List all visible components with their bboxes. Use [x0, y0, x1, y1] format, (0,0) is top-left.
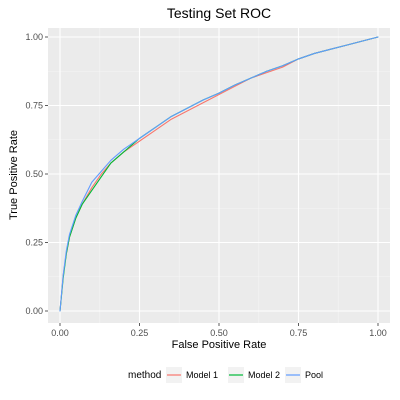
legend-label: Model 1 [186, 370, 218, 380]
legend-title: method [128, 370, 161, 381]
x-tick-label: 0.25 [131, 328, 149, 338]
x-tick-label: 0.75 [290, 328, 308, 338]
y-axis-title: True Positive Rate [8, 130, 20, 220]
y-tick-label: 0.50 [25, 169, 43, 179]
x-tick-label: 1.00 [369, 328, 387, 338]
chart-title: Testing Set ROC [167, 5, 271, 21]
y-tick-label: 0.25 [25, 238, 43, 248]
y-tick-label: 1.00 [25, 32, 43, 42]
x-tick-label: 0.50 [210, 328, 228, 338]
legend: method Model 1 Model 2 Pool [128, 367, 323, 383]
y-tick-label: 0.00 [25, 306, 43, 316]
x-tick-label: 0.00 [51, 328, 69, 338]
y-axis-ticks: 0.00 0.25 0.50 0.75 1.00 [25, 32, 48, 316]
x-axis-ticks: 0.00 0.25 0.50 0.75 1.00 [51, 323, 387, 338]
legend-items: Model 1 Model 2 Pool [166, 367, 323, 383]
y-tick-label: 0.75 [25, 101, 43, 111]
legend-label: Model 2 [248, 370, 280, 380]
legend-label: Pool [305, 370, 323, 380]
x-axis-title: False Positive Rate [172, 339, 267, 351]
